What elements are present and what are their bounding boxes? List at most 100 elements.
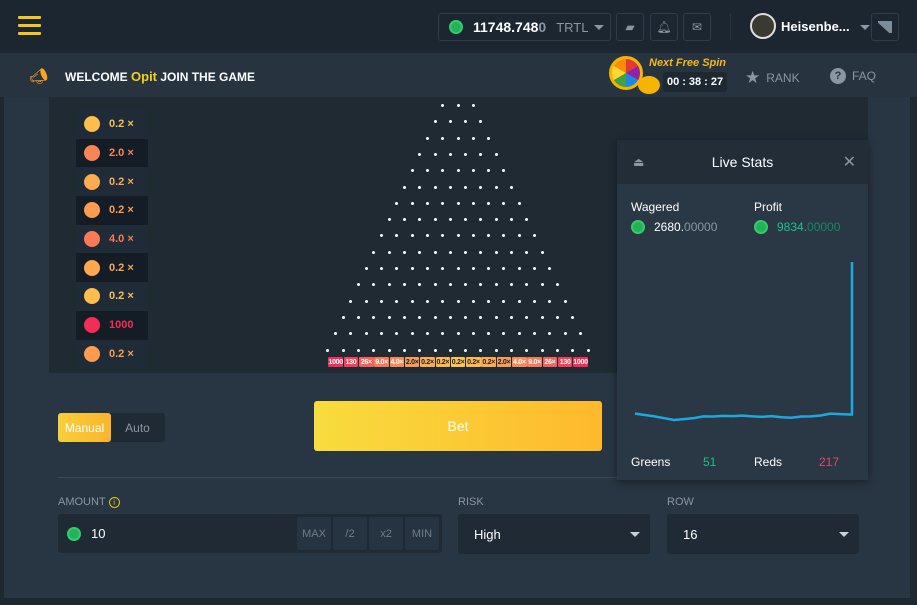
chevron-down-icon [859, 25, 870, 31]
peg [502, 267, 506, 270]
history-item: 1000 [76, 310, 148, 340]
auto-tab[interactable]: Auto [125, 420, 150, 435]
peg [571, 315, 575, 319]
peg [510, 283, 514, 287]
wallet-button[interactable]: ▰ [616, 13, 644, 41]
peg [395, 234, 399, 238]
min-button[interactable]: MIN [405, 517, 439, 550]
divider [730, 14, 731, 40]
history-multiplier: 0.2 × [109, 175, 134, 188]
double-button[interactable]: x2 [369, 517, 403, 550]
peg [456, 299, 460, 303]
megaphone-icon: 📣︎ [29, 68, 49, 85]
row-select[interactable]: 16 [667, 514, 859, 554]
mail-icon: ✉ [691, 20, 703, 34]
balance-selector[interactable]: 11748.7480 TRTL [438, 13, 611, 41]
free-spin-timer: 00:38:27 [663, 72, 728, 92]
peg [464, 250, 468, 254]
history-item: 0.2 × [76, 167, 148, 197]
notifications-button[interactable]: 🔔︎ [650, 13, 678, 41]
history-item: 0.2 × [76, 339, 148, 369]
peg [448, 218, 452, 222]
ball-icon [84, 116, 100, 133]
max-button[interactable]: MAX [297, 517, 331, 550]
ball-icon [84, 145, 100, 162]
peg [540, 315, 544, 319]
history-item: 0.2 × [76, 110, 148, 139]
history-multiplier: 2.0 × [109, 147, 134, 160]
peg [479, 315, 483, 319]
amount-label: AMOUNT i [58, 496, 120, 508]
peg [364, 267, 368, 270]
menu-icon[interactable] [18, 16, 41, 36]
free-spin-wheel-icon[interactable] [609, 56, 643, 90]
ball-icon [84, 231, 100, 248]
chat-toggle-button[interactable] [871, 13, 899, 41]
peg [425, 201, 429, 205]
bell-icon: 🔔︎ [656, 20, 672, 34]
faq-link[interactable]: ? FAQ [830, 68, 876, 84]
peg [517, 299, 521, 303]
peg [410, 332, 414, 336]
peg [456, 104, 460, 107]
peg [578, 332, 582, 336]
peg [441, 267, 445, 270]
user-menu[interactable]: Heisenbe... [781, 19, 870, 34]
peg [418, 250, 422, 254]
peg [387, 348, 391, 352]
live-stats-header[interactable]: ⏏ Live Stats ✕ [617, 140, 868, 184]
multiplier-slot: 9.0× [374, 357, 389, 367]
profit-line [634, 262, 854, 422]
peg [510, 218, 514, 222]
peg [510, 185, 514, 189]
peg [418, 283, 422, 287]
rank-link[interactable]: ★ RANK [745, 68, 800, 87]
peg [387, 315, 391, 319]
peg [487, 332, 491, 336]
live-stats-panel: ⏏ Live Stats ✕ Wagered 2680.00000 Profit… [617, 140, 868, 480]
peg [525, 218, 529, 222]
greens-label: Greens [631, 455, 671, 469]
peg [464, 152, 468, 156]
close-icon[interactable]: ✕ [842, 154, 856, 171]
bet-button[interactable]: Bet [314, 401, 602, 451]
peg [517, 201, 521, 205]
peg [433, 218, 437, 222]
info-icon[interactable]: i [108, 497, 120, 508]
multiplier-slot: 26× [359, 357, 374, 367]
peg [563, 299, 567, 303]
avatar[interactable] [750, 13, 776, 39]
peg [464, 315, 468, 319]
ball-icon [84, 202, 100, 219]
risk-select[interactable]: High [458, 514, 650, 554]
manual-tab[interactable]: Manual [58, 413, 111, 442]
peg [479, 348, 483, 352]
peg [555, 348, 559, 352]
wagered-label: Wagered [631, 200, 680, 214]
peg [418, 152, 422, 156]
peg [448, 348, 452, 352]
peg [402, 185, 406, 189]
peg [380, 267, 383, 270]
peg [402, 315, 406, 319]
multiplier-slot: 130 [343, 357, 359, 367]
peg [410, 267, 414, 270]
peg [441, 169, 445, 173]
peg [395, 299, 399, 303]
peg [479, 120, 483, 124]
row-label: ROW [667, 496, 694, 508]
peg [494, 283, 498, 287]
ball-icon [84, 317, 100, 334]
peg [402, 283, 406, 287]
peg [471, 267, 475, 270]
peg [425, 136, 429, 140]
half-button[interactable]: /2 [333, 517, 367, 550]
amount-input[interactable]: 10 MAX /2 x2 MIN [58, 514, 442, 553]
peg [471, 332, 475, 336]
messages-button[interactable]: ✉ [683, 13, 711, 41]
peg [464, 185, 468, 189]
peg [456, 201, 460, 205]
history-item: 0.2 × [76, 253, 148, 283]
peg [548, 267, 552, 270]
chevron-down-icon [594, 24, 605, 30]
